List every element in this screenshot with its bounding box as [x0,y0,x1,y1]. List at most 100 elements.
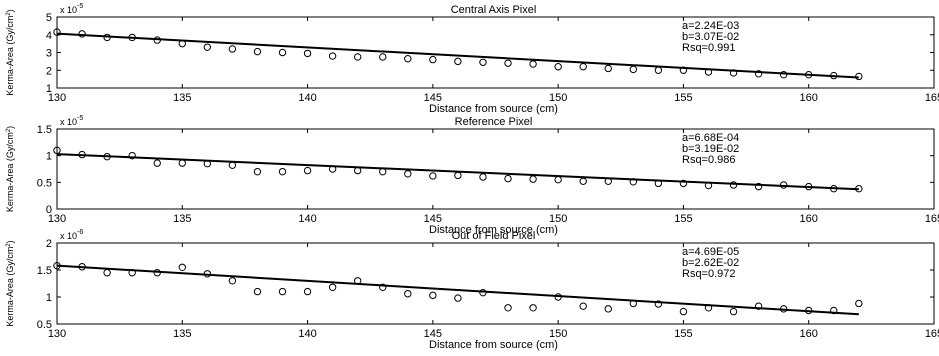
x-axis-label: Distance from source (cm) [429,339,558,351]
fit-line [56,153,859,191]
data-point [754,70,763,78]
chart-title: Central Axis Pixel [451,4,537,16]
chart-panel-1: 130 135 140 145 150 155 160 165 1 2 3 4 5 x 10-5 Centr… [5,3,939,115]
data-point [228,277,237,285]
data-point [754,182,763,191]
fit-annotation: Rsq=0.972 [682,268,736,280]
data-point [379,53,387,61]
fit-line [56,264,859,316]
data-point [629,299,638,308]
data-point [203,159,212,168]
x-tick-label: 155 [674,328,692,340]
x-tick-label: 150 [549,328,567,340]
x-tick-label: 165 [925,328,939,340]
x-tick-label: 130 [48,213,66,225]
fit-annotation: Rsq=0.991 [682,42,736,54]
data-point [253,167,262,176]
data-point [278,167,287,176]
data-point [779,181,788,189]
y-axis-label-text: Kerma-Area (Gy/cm [5,247,15,327]
x-tick-label: 160 [800,328,818,340]
data-point [454,294,462,302]
y-tick-label: 3 [46,48,52,60]
data-point [654,66,663,74]
y-axis-label: Kerma-Area (Gy/cm2) [5,9,15,95]
data-point [579,177,587,185]
data-point [654,179,663,188]
data-point [278,48,287,57]
x-tick-label: 155 [674,213,692,225]
y-axis-label-sup: 2 [6,12,12,16]
y-tick-label: 5 [46,12,52,24]
y-multiplier-exponent: -5 [77,3,83,10]
data-point [379,167,387,176]
y-tick-label: 4 [46,30,52,42]
data-point [579,302,587,310]
y-axis-label-text: Kerma-Area (Gy/cm [5,132,15,212]
x-tick-label: 145 [424,213,442,225]
y-multiplier-base: x 10 [60,5,77,15]
data-point [328,165,337,173]
data-point [805,306,813,315]
data-point [178,39,186,48]
data-point [604,177,612,185]
data-point [328,52,337,60]
y-multiplier: x 10-5 [60,3,83,15]
data-point [228,161,237,169]
data-point [479,173,487,181]
y-multiplier: x 10-5 [60,115,83,127]
data-point [679,307,688,316]
y-axis-label-text: Kerma-Area (Gy/cm [5,16,15,96]
y-tick-label: 1.5 [37,124,52,136]
data-point [53,146,61,155]
data-point [303,287,312,296]
data-point [679,66,688,74]
plot-frame [56,128,935,210]
data-point [353,53,362,61]
data-point [754,302,763,310]
data-point [729,69,738,77]
data-point [454,171,462,180]
data-point [353,166,362,175]
data-point [729,181,738,189]
data-point [228,45,237,53]
data-point [379,283,387,291]
data-point [404,290,412,298]
y-axis-label-close: ) [5,9,15,12]
data-point [654,300,663,308]
chart-panel-3: 130 135 140 145 150 155 160 165 0.5 1 1.5 2 x 10-6 Ou… [5,229,939,351]
x-axis-label: Distance from source (cm) [429,224,558,236]
data-point [805,182,813,191]
data-point [178,159,186,167]
x-tick-label: 155 [674,92,692,104]
data-point [253,287,262,296]
x-tick-label: 165 [925,213,939,225]
x-tick-label: 130 [48,92,66,104]
fit-annotation: a=2.24E-03 [682,20,739,32]
x-tick-label: 140 [298,328,316,340]
y-axis-label-close: ) [5,240,15,243]
x-tick-label: 145 [424,92,442,104]
data-point [729,307,738,316]
y-multiplier-base: x 10 [60,117,77,127]
data-point [830,185,838,193]
data-point [203,43,212,51]
data-point [704,68,713,76]
data-point [128,151,136,160]
data-point [629,65,638,74]
fit-annotation: a=6.68E-04 [682,132,739,144]
data-point [353,277,362,285]
data-point [779,305,788,313]
data-point [278,287,287,296]
chart-panel-2: 130 135 140 145 150 155 160 165 0 0.5 1 1.5 x 10-5 Re… [5,115,939,236]
data-point [328,283,337,291]
y-tick-label: 1 [46,151,52,163]
x-tick-label: 160 [800,92,818,104]
y-tick-label: 1.5 [37,265,52,277]
data-point [529,304,537,312]
y-tick-label: 0 [46,204,52,216]
data-point [779,70,788,79]
x-tick-label: 160 [800,213,818,225]
data-point [529,175,537,183]
y-axis-label-close: ) [5,126,15,129]
